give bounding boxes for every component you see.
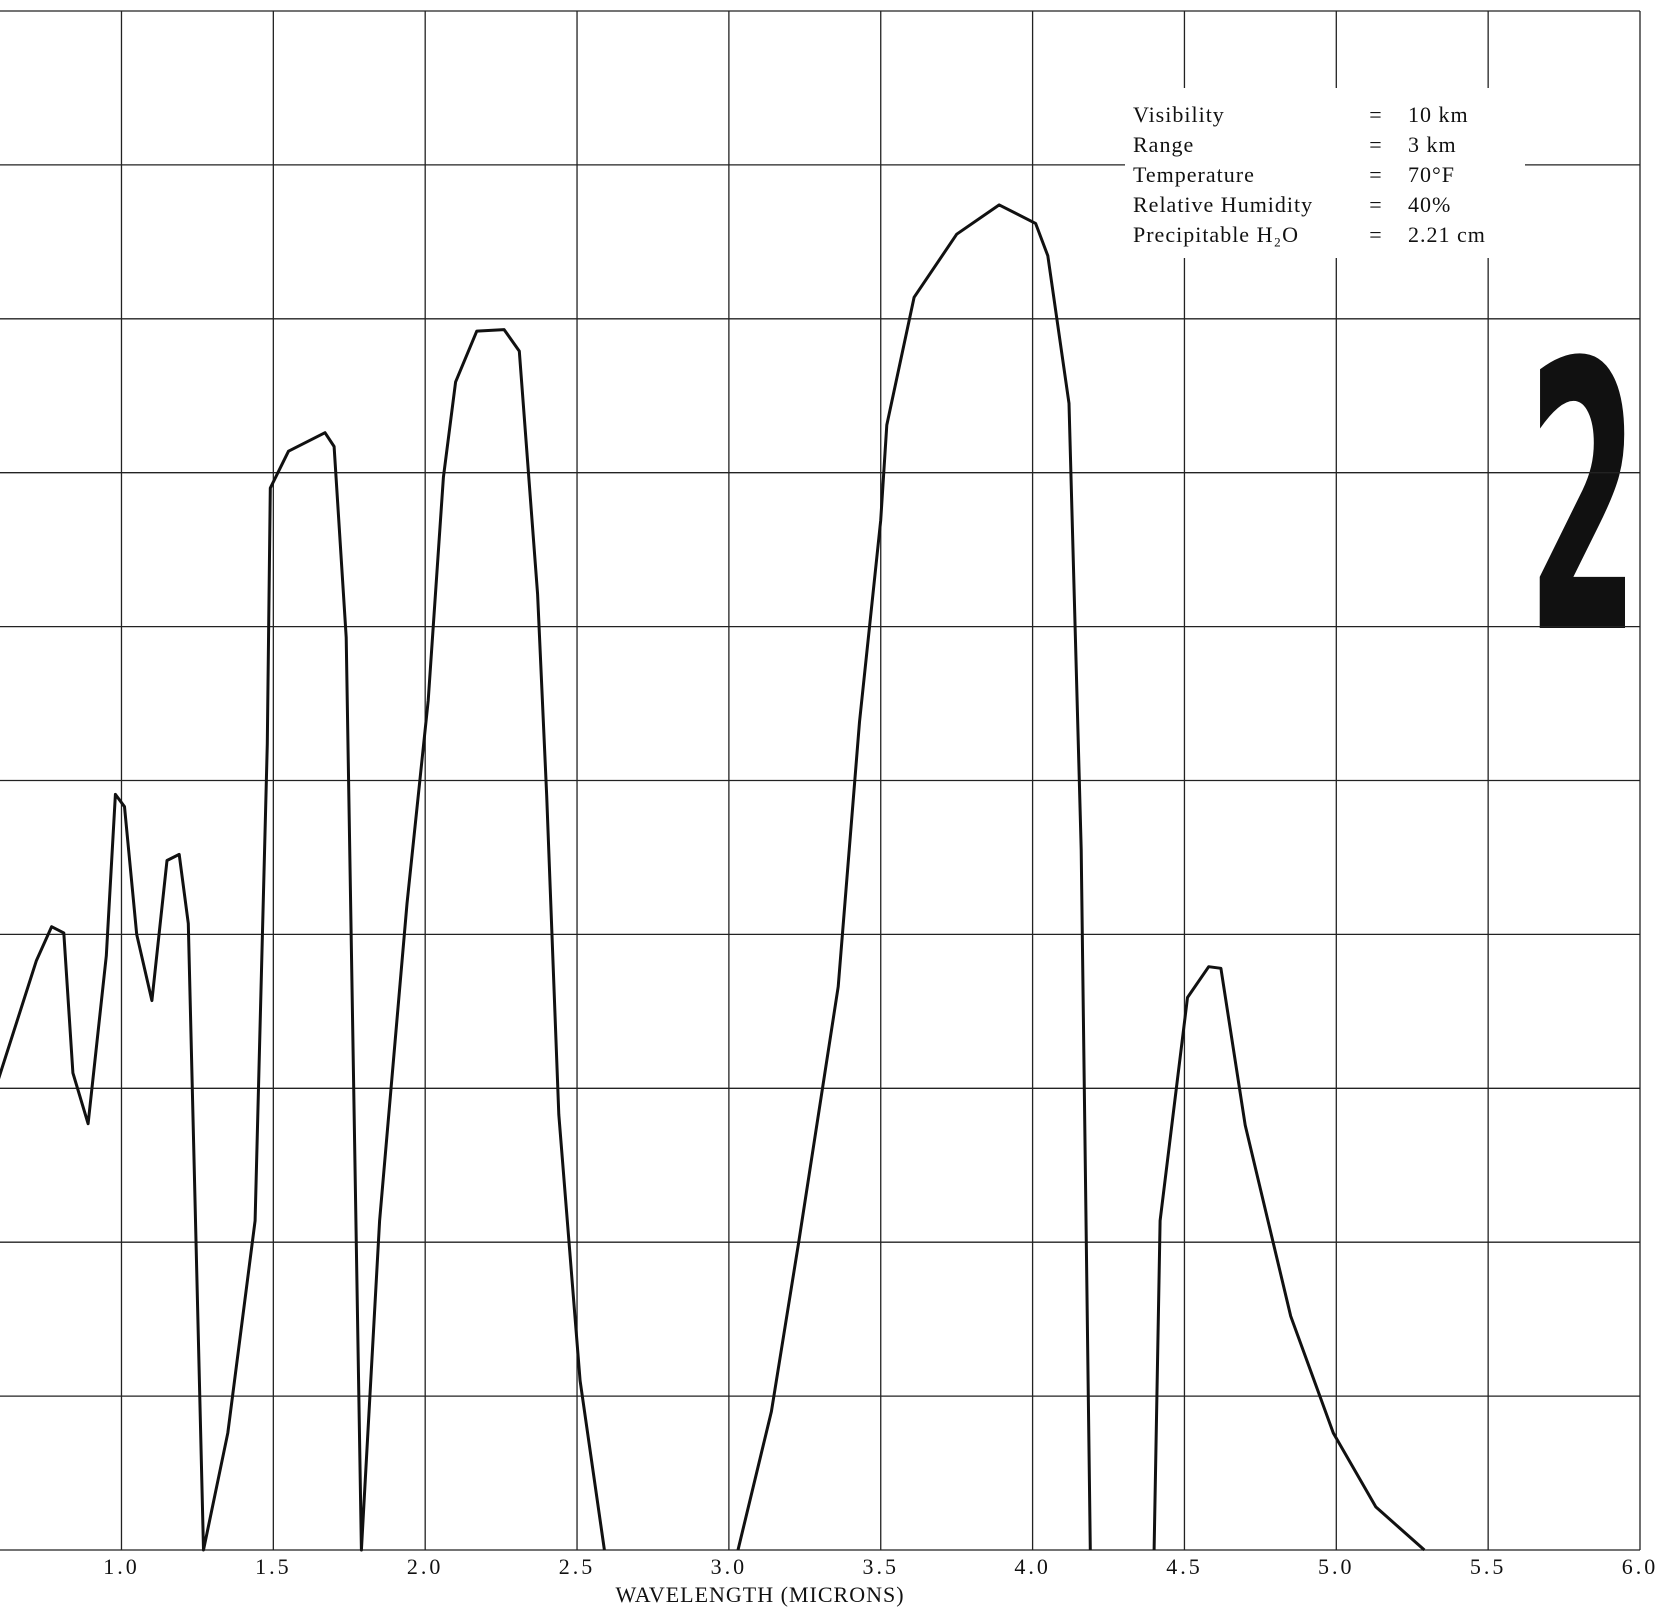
- x-tick-label: 3.0: [711, 1554, 748, 1579]
- annotation-sign: =: [1369, 222, 1382, 247]
- annotation-sign: =: [1369, 102, 1382, 127]
- data-line: [0, 203, 1426, 1552]
- x-tick-label: 1.0: [103, 1554, 140, 1579]
- annotation-value: 10 km: [1408, 102, 1469, 127]
- annotation-value: 70°F: [1408, 162, 1455, 187]
- annotation-label: Temperature: [1133, 162, 1255, 187]
- annotation-label: Relative Humidity: [1133, 192, 1313, 217]
- x-axis-label: WAVELENGTH (MICRONS): [615, 1582, 904, 1607]
- x-tick-label: 4.0: [1014, 1554, 1051, 1579]
- x-tick-label: 2.0: [407, 1554, 444, 1579]
- annotation-label: Precipitable H₂O: [1133, 222, 1299, 247]
- annotation-value: 2.21 cm: [1408, 222, 1486, 247]
- annotation-sign: =: [1369, 132, 1382, 157]
- annotation-value: 3 km: [1408, 132, 1457, 157]
- x-tick-label: 1.5: [255, 1554, 292, 1579]
- x-tick-label: 2.5: [559, 1554, 596, 1579]
- annotation-sign: =: [1369, 162, 1382, 187]
- annotation-sign: =: [1369, 192, 1382, 217]
- annotation-value: 40%: [1408, 192, 1451, 217]
- annotation-label: Visibility: [1133, 102, 1225, 127]
- x-tick-label: 4.5: [1166, 1554, 1203, 1579]
- page-number: 2: [1527, 286, 1639, 716]
- x-tick-label: 5.5: [1470, 1554, 1507, 1579]
- legend-box: [1125, 88, 1525, 258]
- x-tick-label: 6.0: [1622, 1554, 1659, 1579]
- x-tick-label: 3.5: [862, 1554, 899, 1579]
- x-tick-label: 5.0: [1318, 1554, 1355, 1579]
- annotation-label: Range: [1133, 132, 1194, 157]
